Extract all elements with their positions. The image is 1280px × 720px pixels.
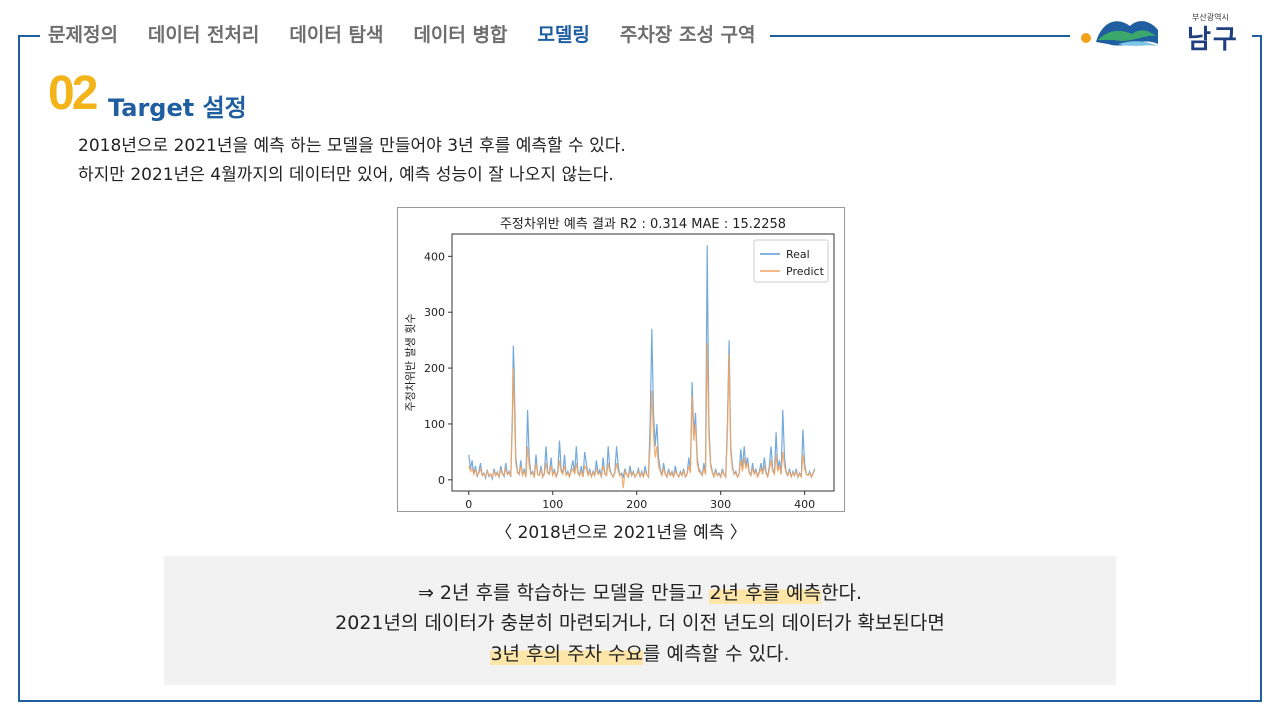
conclusion-line-1-prefix: ⇒ 2년 후를 학습하는 모델을 만들고: [417, 582, 710, 604]
plot-frame: [451, 233, 835, 492]
nav-item-modeling[interactable]: 모델링: [537, 24, 590, 46]
chart-caption: 〈 2018년으로 2021년을 예측 〉: [495, 523, 747, 543]
x-tick-label-100: 100: [542, 498, 563, 511]
y-axis-label: 주정차위반 발생 횟수: [404, 313, 417, 411]
conclusion-highlight-1: 2년 후를 예측: [709, 582, 822, 604]
logo-subtitle: 부산광역시: [1192, 13, 1229, 22]
y-tick-label-300: 300: [424, 306, 445, 319]
description-line-2: 하지만 2021년은 4월까지의 데이터만 있어, 예측 성능이 잘 나오지 않…: [78, 165, 614, 185]
conclusion-box: ⇒ 2년 후를 학습하는 모델을 만들고 2년 후를 예측한다. 2021년의 …: [164, 556, 1116, 685]
section-number: 02: [48, 67, 98, 120]
chart-svg: 주정차위반 예측 결과 R2 : 0.314 MAE : 15.2258 0 100…: [404, 217, 835, 511]
namgu-logo-icon: [1081, 21, 1158, 46]
frame-bottom: [18, 700, 1262, 702]
description-line-1: 2018년으로 2021년을 예측 하는 모델을 만들어야 3년 후를 예측할 …: [78, 136, 626, 156]
y-tick-label-200: 200: [424, 362, 445, 375]
conclusion-line-3: 3년 후의 주차 수요를 예측할 수 있다.: [164, 639, 1116, 666]
series-line-predict: [468, 342, 816, 489]
nav-item-problem[interactable]: 문제정의: [48, 24, 118, 46]
prediction-chart: 주정차위반 예측 결과 R2 : 0.314 MAE : 15.2258 0 100…: [397, 207, 845, 512]
frame-left: [18, 35, 20, 702]
y-tick-label-400: 400: [424, 250, 445, 263]
conclusion-line-1: ⇒ 2년 후를 학습하는 모델을 만들고 2년 후를 예측한다.: [164, 578, 1116, 605]
x-tick-label-300: 300: [710, 498, 731, 511]
frame-top-mid: [770, 35, 1070, 37]
chart-title: 주정차위반 예측 결과 R2 : 0.314 MAE : 15.2258: [500, 217, 786, 232]
conclusion-line-2: 2021년의 데이터가 충분히 마련되거나, 더 이전 년도의 데이터가 확보된…: [335, 612, 945, 634]
nav-item-parking-zone[interactable]: 주차장 조성 구역: [619, 24, 756, 46]
section-title: Target 설정: [108, 94, 247, 122]
top-nav: 문제정의 데이터 전처리 데이터 탐색 데이터 병합 모델링 주차장 조성 구역: [48, 20, 786, 47]
x-tick-label-400: 400: [794, 498, 815, 511]
y-tick-label-100: 100: [424, 418, 445, 431]
y-tick-label-0: 0: [438, 474, 445, 487]
frame-top-right: [1252, 35, 1262, 37]
nav-item-merge[interactable]: 데이터 병합: [413, 24, 508, 46]
legend-label-predict: Predict: [786, 265, 825, 278]
logo-name: 남구: [1187, 25, 1239, 55]
legend-label-real: Real: [786, 248, 810, 261]
nav-item-exploration[interactable]: 데이터 탐색: [289, 24, 384, 46]
frame-right: [1260, 35, 1262, 702]
x-tick-label-200: 200: [626, 498, 647, 511]
x-tick-label-0: 0: [465, 498, 472, 511]
nav-item-preprocessing[interactable]: 데이터 전처리: [147, 24, 260, 46]
frame-top-left: [18, 35, 40, 37]
conclusion-highlight-3: 3년 후의 주차 수요: [490, 643, 644, 665]
conclusion-line-1-suffix: 한다.: [821, 582, 863, 604]
conclusion-line-3-suffix: 를 예측할 수 있다.: [643, 643, 790, 665]
